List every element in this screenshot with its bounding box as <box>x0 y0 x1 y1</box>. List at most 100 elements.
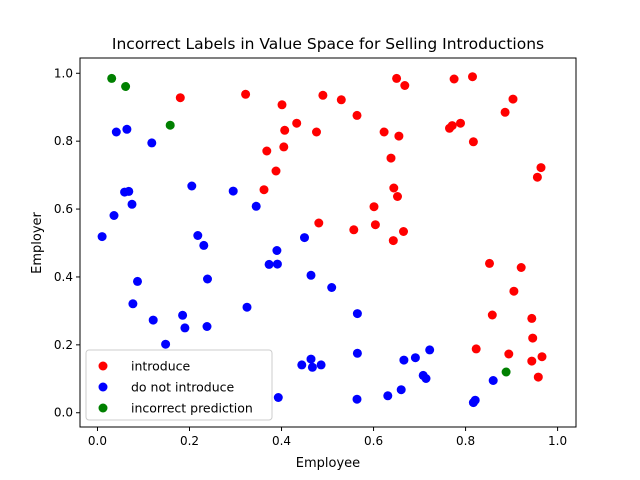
data-point-series-1 <box>352 309 362 319</box>
data-point-series-0 <box>259 185 269 195</box>
data-point-series-1 <box>307 362 317 372</box>
data-point-series-1 <box>203 274 212 284</box>
data-point-series-0 <box>369 202 379 212</box>
y-axis-label: Employer <box>30 211 45 273</box>
data-point-series-1 <box>187 181 197 191</box>
data-point-series-0 <box>279 142 289 152</box>
data-point-series-1 <box>352 348 362 358</box>
data-point-series-1 <box>251 201 261 211</box>
data-point-series-0 <box>456 118 465 128</box>
data-point-series-0 <box>487 310 497 320</box>
data-point-series-0 <box>527 356 537 366</box>
data-point-series-0 <box>312 127 321 137</box>
data-point-series-0 <box>500 107 510 117</box>
data-point-series-0 <box>532 172 542 182</box>
data-point-series-1 <box>297 360 307 370</box>
y-tick-label: 0.8 <box>54 134 73 148</box>
data-point-series-1 <box>273 393 283 402</box>
data-point-series-1 <box>97 232 107 242</box>
data-point-series-0 <box>379 127 389 137</box>
data-point-series-0 <box>292 118 302 128</box>
data-point-series-1 <box>228 186 238 196</box>
data-point-series-0 <box>399 227 408 236</box>
legend-marker-series-0 <box>98 361 108 371</box>
data-point-series-1 <box>111 127 121 137</box>
data-point-series-1 <box>410 353 420 363</box>
data-point-series-0 <box>536 163 546 173</box>
legend-label-series-0: introduce <box>131 359 191 374</box>
data-point-series-0 <box>336 95 346 105</box>
x-tick-label: 1.0 <box>548 434 567 448</box>
data-point-series-1 <box>327 283 337 292</box>
data-point-series-1 <box>161 339 171 349</box>
data-point-series-0 <box>527 313 537 323</box>
legend-marker-series-1 <box>98 382 108 392</box>
legend: introduce do not introduce incorrect predi… <box>85 349 273 421</box>
data-point-series-0 <box>388 236 398 246</box>
y-axis-ticks: 0.0 0.2 0.4 0.6 0.8 1.0 <box>54 66 80 420</box>
data-point-series-0 <box>349 225 359 235</box>
data-point-series-0 <box>516 263 526 272</box>
data-point-series-0 <box>392 73 402 83</box>
data-point-series-0 <box>468 137 478 147</box>
data-point-series-0 <box>262 146 272 156</box>
data-point-series-0 <box>370 220 380 230</box>
data-point-series-0 <box>449 74 459 84</box>
data-point-series-1 <box>122 124 132 134</box>
data-point-series-1 <box>148 315 158 325</box>
y-tick-label: 0.6 <box>54 202 73 216</box>
legend-box <box>85 349 273 421</box>
data-point-series-0 <box>537 352 547 362</box>
data-point-series-1 <box>272 246 282 255</box>
data-point-series-1 <box>128 299 138 309</box>
data-point-series-0 <box>468 72 477 82</box>
data-point-series-0 <box>508 94 518 104</box>
data-point-series-1 <box>316 360 326 370</box>
data-point-series-0 <box>175 93 185 103</box>
y-tick-label: 1.0 <box>54 66 73 80</box>
data-point-series-2 <box>121 82 131 91</box>
data-point-series-1 <box>352 394 362 404</box>
data-point-series-2 <box>107 73 117 83</box>
x-tick-label: 0.0 <box>88 434 107 448</box>
x-tick-label: 0.2 <box>180 434 199 448</box>
x-axis-ticks: 0.0 0.2 0.4 0.6 0.8 1.0 <box>88 427 567 448</box>
data-point-series-1 <box>147 138 157 148</box>
data-point-series-0 <box>509 286 519 296</box>
data-point-series-1 <box>272 259 282 269</box>
data-point-series-1 <box>127 199 137 209</box>
data-point-series-1 <box>242 302 252 312</box>
y-tick-label: 0.2 <box>54 338 73 352</box>
data-point-series-0 <box>352 110 362 120</box>
data-point-series-1 <box>199 240 209 250</box>
data-point-series-1 <box>306 270 316 280</box>
legend-label-series-1: do not introduce <box>131 380 235 395</box>
data-point-series-1 <box>124 186 134 196</box>
data-point-series-1 <box>202 322 212 331</box>
data-point-series-0 <box>485 258 494 268</box>
data-point-series-1 <box>399 355 409 365</box>
data-point-series-0 <box>318 90 328 100</box>
data-point-series-0 <box>394 131 404 141</box>
data-point-series-1 <box>264 259 274 269</box>
data-point-series-0 <box>471 344 481 354</box>
data-point-series-0 <box>504 349 514 359</box>
data-point-series-0 <box>528 333 538 343</box>
x-tick-label: 0.6 <box>364 434 383 448</box>
data-point-series-1 <box>383 391 393 401</box>
legend-marker-series-2 <box>98 403 108 413</box>
data-point-series-1 <box>178 310 188 320</box>
data-point-series-1 <box>300 233 309 243</box>
data-point-series-0 <box>533 372 543 382</box>
data-point-series-0 <box>393 192 402 201</box>
data-point-series-0 <box>386 153 396 163</box>
y-tick-label: 0.4 <box>54 270 73 284</box>
data-point-series-1 <box>396 385 406 395</box>
data-point-series-1 <box>470 395 480 405</box>
data-point-series-0 <box>277 100 287 110</box>
data-point-series-1 <box>180 323 190 333</box>
plot-frame <box>79 57 577 428</box>
data-point-series-1 <box>193 231 203 240</box>
data-point-series-1 <box>133 276 142 286</box>
